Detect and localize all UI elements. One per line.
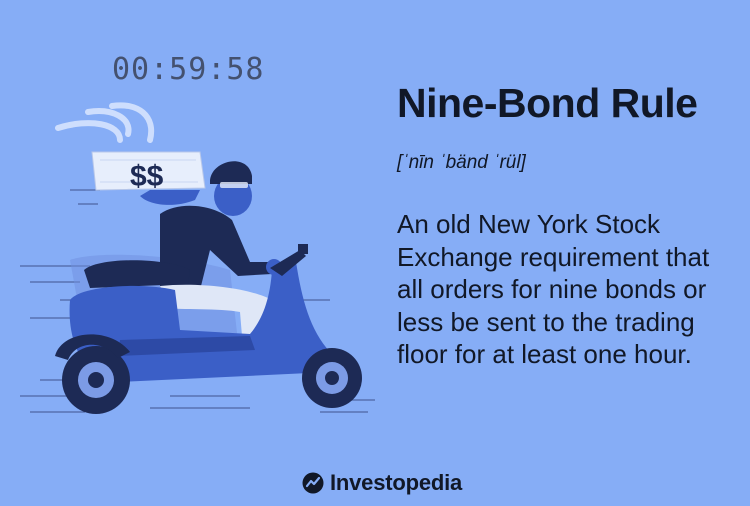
rear-wheel (62, 346, 130, 414)
money-package: $$ (91, 151, 206, 193)
term-definition: An old New York Stock Exchange requireme… (397, 209, 710, 369)
scooter-rider-illustration: $$ (20, 102, 375, 414)
scooter-seat (84, 260, 190, 288)
brand-name: Investopedia (330, 470, 463, 495)
brand-footer: Investopedia (302, 470, 462, 496)
front-wheel (302, 348, 362, 408)
package-label: $$ (130, 160, 164, 193)
term-title: Nine-Bond Rule (397, 80, 698, 126)
steam-swirls (55, 102, 155, 143)
term-pronunciation: [ˈnīn ˈbänd ˈrül] (397, 152, 526, 173)
countdown-timer: 00:59:58 (112, 52, 265, 87)
rider-head (210, 161, 252, 216)
investopedia-logo-icon (302, 472, 324, 494)
